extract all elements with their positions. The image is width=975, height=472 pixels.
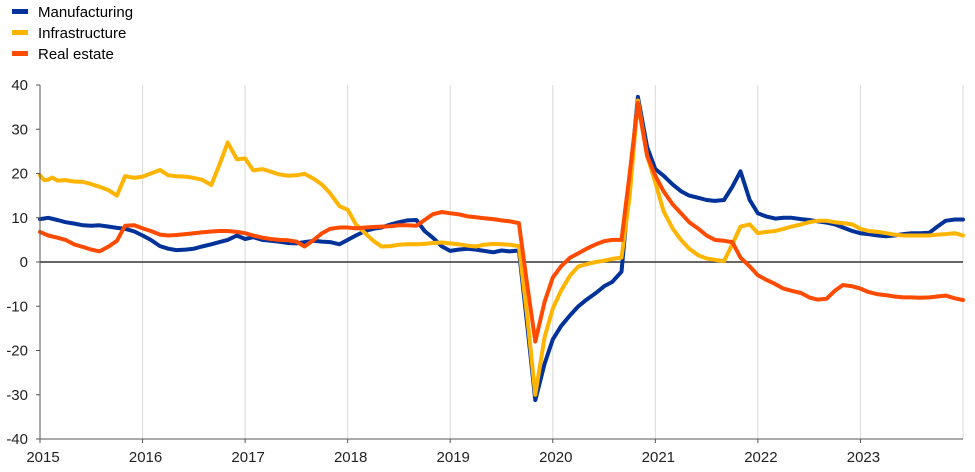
legend-swatch-manufacturing <box>12 8 28 14</box>
legend: Manufacturing Infrastructure Real estate <box>12 2 133 65</box>
y-tick-label: 30 <box>11 121 28 138</box>
y-axis-ticks: -40 -30 -20 -10 0 10 20 30 40 <box>6 77 40 448</box>
x-tick-label: 2022 <box>744 449 777 466</box>
y-tick-label: -20 <box>6 343 28 360</box>
y-tick-label: 20 <box>11 166 28 183</box>
series-line-manufacturing <box>38 94 965 403</box>
legend-item-manufacturing: Manufacturing <box>12 2 133 23</box>
x-tick-label: 2018 <box>334 449 367 466</box>
legend-label-real-estate: Real estate <box>38 46 114 63</box>
legend-label-infrastructure: Infrastructure <box>38 25 127 42</box>
y-tick-label: 40 <box>11 77 28 94</box>
x-tick-label: 2021 <box>642 449 675 466</box>
y-tick-label: 10 <box>11 210 28 227</box>
y-tick-label: -30 <box>6 387 28 404</box>
legend-item-real-estate: Real estate <box>12 44 133 65</box>
y-tick-label: -10 <box>6 298 28 315</box>
series-line-real-estate <box>38 100 965 344</box>
x-axis-ticks: 2015 2016 2017 2018 2019 2020 2021 2022 2023 <box>26 439 880 466</box>
x-tick-label: 2017 <box>231 449 264 466</box>
legend-swatch-real-estate <box>12 50 28 56</box>
axes <box>39 85 963 440</box>
legend-swatch-infrastructure <box>12 29 28 35</box>
x-tick-label: 2020 <box>539 449 572 466</box>
y-tick-label: -40 <box>6 431 28 448</box>
series-line-infrastructure <box>38 98 965 397</box>
y-tick-label: 0 <box>20 254 28 271</box>
x-tick-label: 2015 <box>26 449 59 466</box>
x-tick-label: 2016 <box>129 449 162 466</box>
legend-item-infrastructure: Infrastructure <box>12 23 133 44</box>
x-tick-label: 2023 <box>847 449 880 466</box>
x-tick-label: 2019 <box>437 449 470 466</box>
series-lines <box>38 94 965 403</box>
legend-label-manufacturing: Manufacturing <box>38 4 134 21</box>
